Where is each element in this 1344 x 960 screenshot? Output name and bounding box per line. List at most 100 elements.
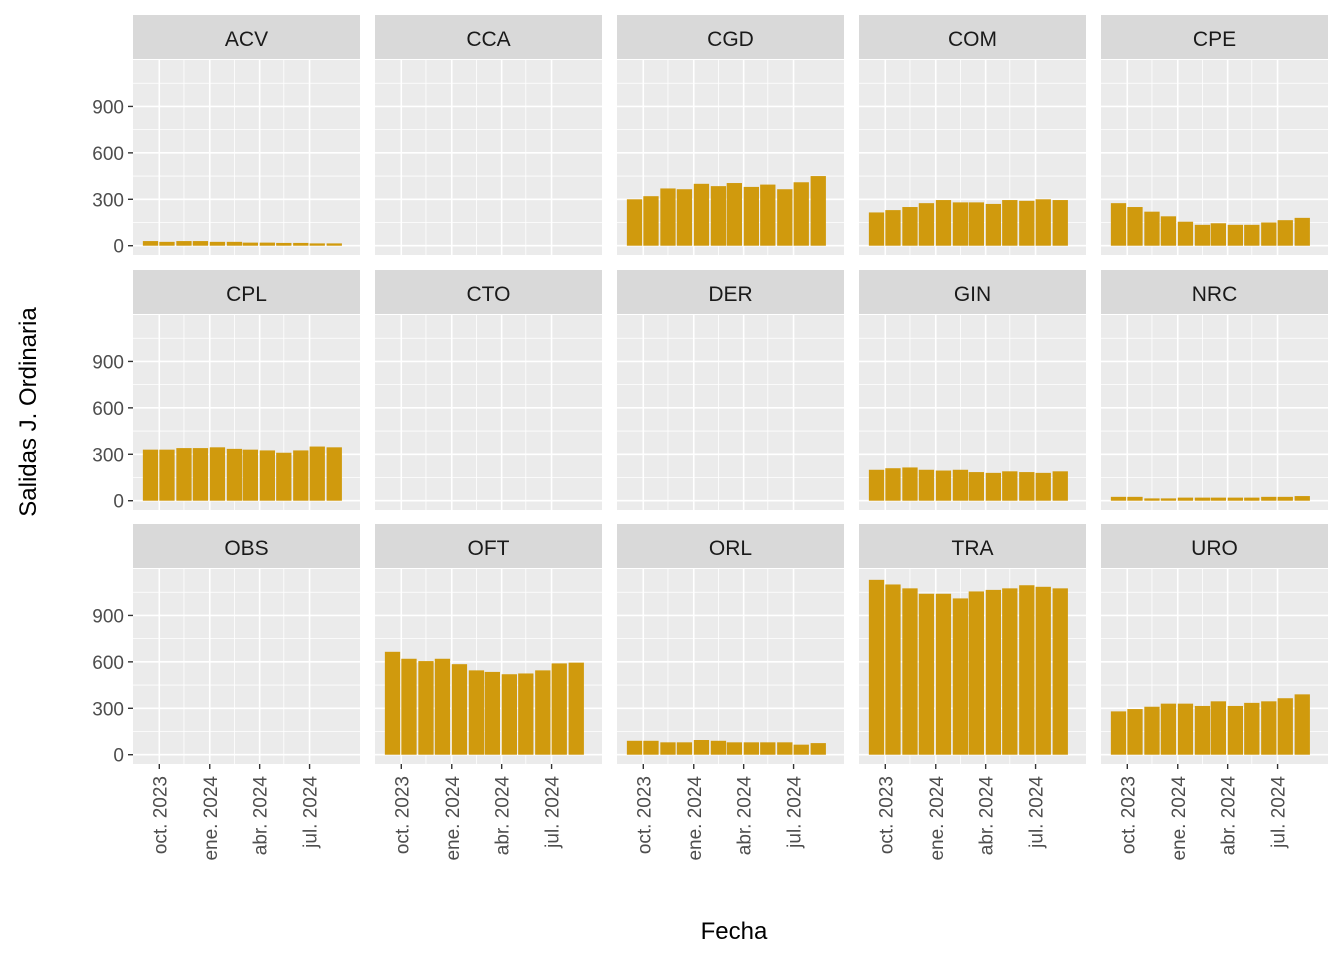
bar [626, 740, 643, 755]
bar [1035, 199, 1051, 246]
y-tick-label: 900 [92, 352, 124, 373]
y-tick-label: 300 [92, 445, 124, 466]
panel-strip [133, 524, 360, 568]
panel-strip [617, 524, 844, 568]
bar [1227, 705, 1243, 755]
bar [902, 207, 918, 246]
bar [902, 467, 918, 501]
x-tick-label: jul. 2024 [785, 776, 806, 849]
bar [1019, 472, 1035, 501]
bar [1277, 698, 1293, 755]
bar [1177, 221, 1194, 246]
bar [276, 452, 292, 501]
panel-title: TRA [952, 537, 994, 560]
bar [885, 468, 901, 501]
panel-title: DER [708, 283, 752, 306]
y-tick-label: 0 [113, 237, 124, 258]
panel-title: CPL [226, 283, 267, 306]
panel-cgd: CGD [617, 15, 844, 255]
bar [918, 469, 935, 501]
bar [1127, 709, 1143, 755]
bar [985, 203, 1001, 246]
bar [902, 588, 918, 755]
x-tick-label: abr. 2024 [1219, 776, 1240, 856]
bar [535, 670, 551, 755]
bar [868, 579, 885, 755]
panel-title: COM [948, 28, 997, 51]
bar [726, 183, 742, 246]
panel-title: ORL [709, 537, 752, 560]
panel-der: DER [617, 270, 844, 510]
bar [293, 450, 309, 501]
bar [952, 469, 969, 501]
bar [777, 742, 793, 755]
panel-cpl: CPL [133, 270, 360, 510]
bar [693, 740, 710, 755]
panel-strip [859, 15, 1086, 59]
x-tick-label: jul. 2024 [301, 776, 322, 849]
panel-strip [133, 15, 360, 59]
bar [451, 664, 468, 755]
panel-title: OFT [468, 537, 510, 560]
panel-title: NRC [1192, 283, 1238, 306]
bar [1144, 498, 1160, 501]
bar [918, 593, 935, 755]
bar [660, 742, 676, 755]
bar [159, 449, 175, 501]
panel-background [375, 315, 602, 510]
bar [985, 589, 1001, 755]
x-tick-label: jul. 2024 [1027, 776, 1048, 849]
bar [142, 241, 159, 246]
panel-com: COM [859, 15, 1086, 255]
bar [777, 189, 793, 246]
bar [293, 242, 309, 246]
bar [1244, 497, 1260, 501]
bar [242, 449, 258, 501]
panel-title: OBS [224, 537, 268, 560]
y-axis: 0 300 600 900 0 300 600 900 0 300 600 900 [92, 97, 133, 767]
bar [968, 591, 984, 755]
x-tick-label: abr. 2024 [977, 776, 998, 856]
bar [1035, 472, 1051, 501]
bar [760, 184, 776, 246]
bar [192, 241, 209, 246]
x-tick-label: oct. 2023 [1118, 776, 1139, 854]
panel-strip [859, 270, 1086, 314]
panel-background [617, 569, 844, 764]
bar [643, 196, 659, 246]
bar [1227, 497, 1243, 501]
bar [1261, 222, 1277, 246]
bar [1194, 224, 1211, 246]
bar [1210, 223, 1226, 246]
bar [1294, 694, 1310, 755]
panel-strip [1101, 15, 1328, 59]
panel-strip [375, 15, 602, 59]
bar [1110, 203, 1127, 246]
bar [242, 242, 258, 246]
bar [1035, 586, 1051, 755]
bar [276, 242, 292, 246]
y-tick-label: 600 [92, 399, 124, 420]
bar [326, 243, 342, 246]
bar [868, 212, 885, 246]
bar [1177, 703, 1194, 755]
y-tick-label: 600 [92, 144, 124, 165]
bar [1294, 496, 1310, 501]
bar [551, 663, 567, 755]
bar [259, 450, 275, 501]
bar [1277, 220, 1293, 246]
panel-cto: CTO [375, 270, 602, 510]
panel-acv: ACV [133, 15, 360, 255]
panel-background [133, 569, 360, 764]
bar [159, 241, 175, 246]
y-tick-label: 300 [92, 190, 124, 211]
bar [693, 183, 710, 246]
bar [1127, 207, 1143, 246]
bar [142, 449, 159, 501]
bar [384, 651, 401, 755]
bar [676, 189, 693, 246]
panel-strip [617, 270, 844, 314]
bar [568, 662, 584, 755]
x-tick-label: oct. 2023 [150, 776, 171, 854]
x-tick-label: jul. 2024 [1269, 776, 1290, 849]
